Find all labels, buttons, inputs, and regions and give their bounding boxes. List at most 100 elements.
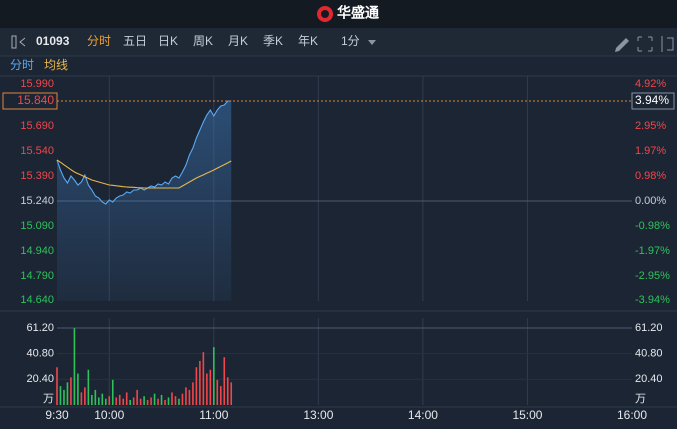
y-tick-label: 15.390 [20, 170, 54, 182]
volume-bar [153, 393, 156, 405]
volume-tick-label: 40.80 [26, 348, 54, 360]
stock-code: 01093 [36, 34, 70, 48]
interval-select[interactable]: 1分 [341, 34, 360, 48]
tab[interactable]: 五日 [123, 34, 147, 48]
tab[interactable]: 月K [228, 34, 248, 48]
dropdown-arrow[interactable] [368, 40, 376, 45]
panel-toggle[interactable] [661, 36, 674, 52]
volume-bar [178, 398, 180, 405]
volume-bar [94, 389, 97, 405]
volume-bar [66, 382, 69, 405]
y2-tick-label: 4.92% [635, 78, 666, 90]
y-tick-label: 15.690 [20, 120, 54, 132]
volume-bar [209, 369, 212, 405]
volume-bar [136, 389, 138, 405]
volume-bar [91, 394, 93, 405]
y2-tick-label: -0.98% [635, 220, 670, 232]
volume-unit: 万 [43, 393, 54, 405]
tab[interactable]: 周K [193, 34, 213, 48]
toolbar [0, 28, 677, 56]
volume-tick-label: 61.20 [635, 322, 663, 334]
draw-tool[interactable] [615, 38, 629, 52]
volume-bar [171, 392, 173, 405]
y2-tick-label: 0.00% [635, 195, 666, 207]
volume-bar [115, 397, 118, 405]
x-tick-label: 14:00 [408, 408, 438, 422]
y2-tick-label: 2.95% [635, 120, 666, 132]
legend-entry: 分时 [10, 58, 34, 72]
volume-bar [160, 394, 163, 405]
volume-bar [84, 387, 86, 405]
volume-bar [143, 396, 145, 405]
y2-tick-label: -3.94% [635, 294, 670, 306]
volume-bar [111, 379, 114, 405]
x-tick-label: 16:00 [617, 408, 647, 422]
volume-bar [213, 347, 215, 405]
volume-bar [195, 367, 198, 405]
volume-bar [59, 386, 62, 405]
average-line [56, 159, 232, 189]
last-change-box [631, 92, 675, 110]
toggle-icon[interactable] [11, 35, 17, 49]
volume-bar [146, 399, 149, 405]
x-tick-label: 15:00 [512, 408, 542, 422]
header-bar [0, 0, 677, 28]
volume-bar [150, 397, 152, 405]
volume-bar [125, 392, 128, 405]
volume-bar [219, 386, 222, 405]
volume-bar [226, 377, 229, 405]
volume-bar [157, 398, 159, 405]
price-line [56, 100, 232, 205]
volume-bar [192, 382, 194, 405]
y-tick-label: 15.240 [20, 195, 54, 207]
last-price-label: 15.840 [17, 93, 54, 107]
tab[interactable]: 分时 [87, 34, 111, 48]
volume-tick-label: 61.20 [26, 322, 54, 334]
x-tick-label: 9:30 [45, 408, 69, 422]
volume-bar [77, 373, 79, 405]
volume-bar [167, 397, 170, 405]
y-tick-label: 15.990 [20, 78, 54, 90]
volume-bar [108, 396, 111, 405]
tab[interactable]: 季K [263, 34, 283, 48]
volume-bar [223, 357, 226, 405]
tool-icons [615, 36, 674, 52]
volume-bar [174, 396, 177, 405]
legend-entry: 均线 [44, 58, 68, 72]
volume-bar [181, 393, 184, 405]
volume-bar [164, 399, 166, 405]
fullscreen[interactable] [637, 36, 653, 52]
app-title: 华盛通 [337, 5, 379, 21]
volume-tick-label: 20.40 [26, 373, 54, 385]
tab[interactable]: 日K [158, 34, 178, 48]
y2-tick-label: -1.97% [635, 245, 670, 257]
volume-bar [73, 328, 76, 405]
toggle-arrow[interactable] [19, 37, 26, 47]
tab[interactable]: 年K [298, 34, 318, 48]
volume-bar [63, 389, 65, 405]
x-tick-label: 10:00 [94, 408, 124, 422]
volume-bar [132, 397, 135, 405]
volume-tick-label: 20.40 [635, 373, 663, 385]
logo-hole [321, 10, 329, 18]
price-area-fill [57, 101, 232, 301]
volume-bar [185, 387, 187, 405]
volume-bar [206, 373, 208, 405]
y-tick-label: 14.940 [20, 245, 54, 257]
volume-bar [56, 367, 58, 405]
volume-bar [122, 398, 125, 405]
last-change-label: 3.94% [635, 93, 669, 107]
y2-tick-label: 1.97% [635, 145, 666, 157]
y-tick-label: 14.640 [20, 294, 54, 306]
sidebar-toggle[interactable] [11, 35, 26, 49]
chart: 分时 均线 9:30 10:00 11:00 13:00 14:00 15:00 16:00 15… [0, 58, 677, 422]
volume-bar [216, 379, 219, 405]
volume-tick-label: 40.80 [635, 348, 663, 360]
volume-bar [230, 382, 233, 405]
volume-bar [87, 369, 90, 405]
volume-bar [101, 393, 104, 405]
y-tick-label: 15.540 [20, 145, 54, 157]
volume-bar [104, 398, 107, 405]
